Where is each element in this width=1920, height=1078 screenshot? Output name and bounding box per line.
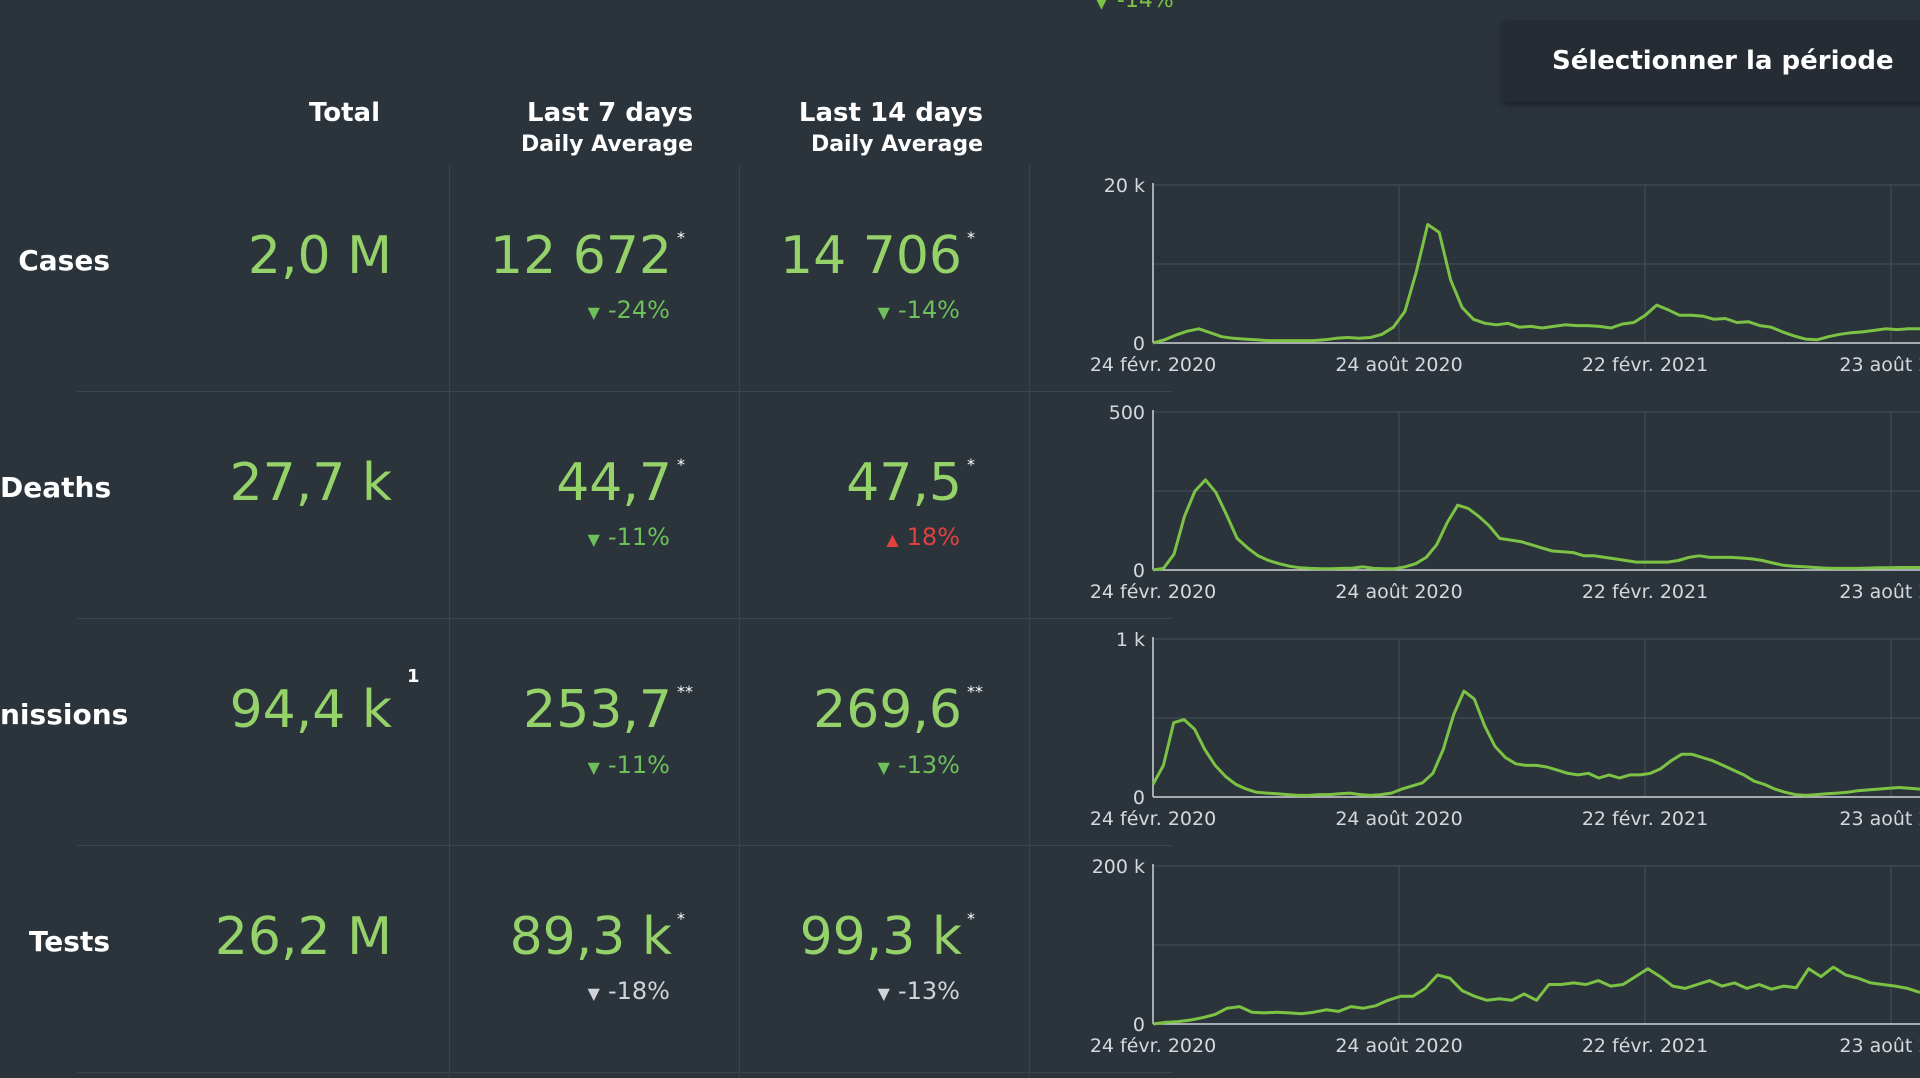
down-arrow-icon: ▼ bbox=[587, 303, 600, 322]
x-tick-label: 23 août 20 bbox=[1839, 581, 1920, 603]
row-divider bbox=[77, 391, 1172, 392]
footnote-mark: ** bbox=[677, 682, 693, 701]
x-tick-label: 23 août 20 bbox=[1839, 354, 1920, 376]
y-tick-label: 0 bbox=[1133, 787, 1145, 809]
last7-value: 89,3 k bbox=[509, 907, 672, 967]
last14-value: 99,3 k bbox=[799, 907, 962, 967]
x-tick-label: 24 févr. 2020 bbox=[1090, 581, 1216, 603]
footnote-mark: * bbox=[677, 909, 685, 928]
x-tick-label: 23 août 20 bbox=[1839, 808, 1920, 830]
footnote-mark: * bbox=[677, 228, 685, 247]
x-tick-label: 22 févr. 2021 bbox=[1582, 581, 1708, 603]
column-header-last7: Last 7 days Daily Average bbox=[520, 98, 693, 157]
y-tick-label: 20 k bbox=[1104, 175, 1145, 197]
x-tick-label: 24 févr. 2020 bbox=[1090, 1035, 1216, 1057]
series-line bbox=[1152, 478, 1920, 572]
footnote-mark: * bbox=[967, 909, 975, 928]
last7-value: 253,7 bbox=[523, 680, 672, 740]
select-period-label: Sélectionner la période bbox=[1552, 46, 1894, 76]
y-tick-label: 1 k bbox=[1116, 629, 1145, 651]
x-tick-label: 24 févr. 2020 bbox=[1090, 354, 1216, 376]
row-divider bbox=[77, 618, 1172, 619]
x-tick-label: 24 août 2020 bbox=[1335, 1035, 1462, 1057]
x-tick-label: 22 févr. 2021 bbox=[1582, 808, 1708, 830]
last7-change: ▼ -11% bbox=[587, 523, 670, 551]
last14-change: ▼ -14% bbox=[877, 296, 960, 324]
total-value: 26,2 M bbox=[214, 907, 392, 967]
admissions-sparkline-chart: 1 k 024 févr. 2020 24 août 2020 22 févr. 20… bbox=[1090, 629, 1920, 830]
column-divider bbox=[1029, 165, 1030, 1078]
last14-value: 269,6 bbox=[813, 680, 962, 740]
last14-change: ▲ 18% bbox=[886, 523, 960, 551]
row-divider bbox=[77, 1072, 1172, 1073]
y-tick-label: 500 bbox=[1109, 402, 1145, 424]
column-divider bbox=[739, 165, 740, 1078]
last14-change: ▼ -13% bbox=[877, 977, 960, 1005]
total-value: 94,4 k bbox=[229, 680, 392, 740]
x-tick-label: 24 août 2020 bbox=[1335, 581, 1462, 603]
down-arrow-icon: ▼ bbox=[1093, 0, 1110, 13]
up-arrow-icon: ▲ bbox=[886, 530, 899, 549]
footnote-mark: * bbox=[967, 228, 975, 247]
last14-change: ▼ -13% bbox=[877, 751, 960, 779]
row-label-tests: Tests bbox=[28, 925, 110, 958]
down-arrow-icon: ▼ bbox=[877, 984, 890, 1003]
row-label-admissions: nissions bbox=[0, 698, 129, 731]
down-arrow-icon: ▼ bbox=[877, 758, 890, 777]
down-arrow-icon: ▼ bbox=[587, 984, 600, 1003]
deaths-sparkline-chart: 500 024 févr. 2020 24 août 2020 22 févr. 20… bbox=[1090, 402, 1920, 603]
footnote-mark: * bbox=[677, 455, 685, 474]
total-value: 2,0 M bbox=[247, 226, 392, 286]
x-tick-label: 22 févr. 2021 bbox=[1582, 354, 1708, 376]
x-tick-label: 24 août 2020 bbox=[1335, 354, 1462, 376]
column-divider bbox=[449, 165, 450, 1078]
last14-value: 14 706 bbox=[780, 226, 962, 286]
top-change-fragment: ▼ -14% bbox=[1093, 0, 1174, 13]
x-tick-label: 22 févr. 2021 bbox=[1582, 1035, 1708, 1057]
row-label-deaths: Deaths bbox=[0, 471, 112, 504]
series-line bbox=[1152, 223, 1920, 345]
column-header-total: Total bbox=[308, 98, 380, 128]
select-period-button[interactable]: Sélectionner la période bbox=[1502, 20, 1920, 102]
x-tick-label: 24 août 2020 bbox=[1335, 808, 1462, 830]
row-divider bbox=[77, 845, 1172, 846]
tests-sparkline-chart: 200 k 024 févr. 2020 24 août 2020 22 févr. … bbox=[1090, 856, 1920, 1057]
last7-change: ▼ -18% bbox=[587, 977, 670, 1005]
y-tick-label: 0 bbox=[1133, 333, 1145, 355]
row-label-cases: Cases bbox=[18, 244, 110, 277]
column-header-last14: Last 14 days Daily Average bbox=[798, 98, 983, 157]
last14-value: 47,5 bbox=[846, 453, 962, 513]
last7-value: 12 672 bbox=[490, 226, 672, 286]
y-tick-label: 0 bbox=[1133, 1014, 1145, 1036]
down-arrow-icon: ▼ bbox=[877, 303, 890, 322]
x-tick-label: 23 août 20 bbox=[1839, 1035, 1920, 1057]
total-value: 27,7 k bbox=[229, 453, 392, 513]
last7-change: ▼ -11% bbox=[587, 751, 670, 779]
series-line bbox=[1152, 965, 1920, 1026]
x-tick-label: 24 févr. 2020 bbox=[1090, 808, 1216, 830]
footnote-mark: * bbox=[967, 455, 975, 474]
footnote-mark: ** bbox=[967, 682, 983, 701]
down-arrow-icon: ▼ bbox=[587, 530, 600, 549]
footnote-number: 1 bbox=[407, 666, 420, 687]
last7-value: 44,7 bbox=[556, 453, 672, 513]
down-arrow-icon: ▼ bbox=[587, 758, 600, 777]
last7-change: ▼ -24% bbox=[587, 296, 670, 324]
y-tick-label: 200 k bbox=[1092, 856, 1145, 878]
cases-sparkline-chart: 20 k 024 févr. 2020 24 août 2020 22 févr. 2… bbox=[1090, 175, 1920, 376]
y-tick-label: 0 bbox=[1133, 560, 1145, 582]
series-line bbox=[1151, 689, 1920, 797]
